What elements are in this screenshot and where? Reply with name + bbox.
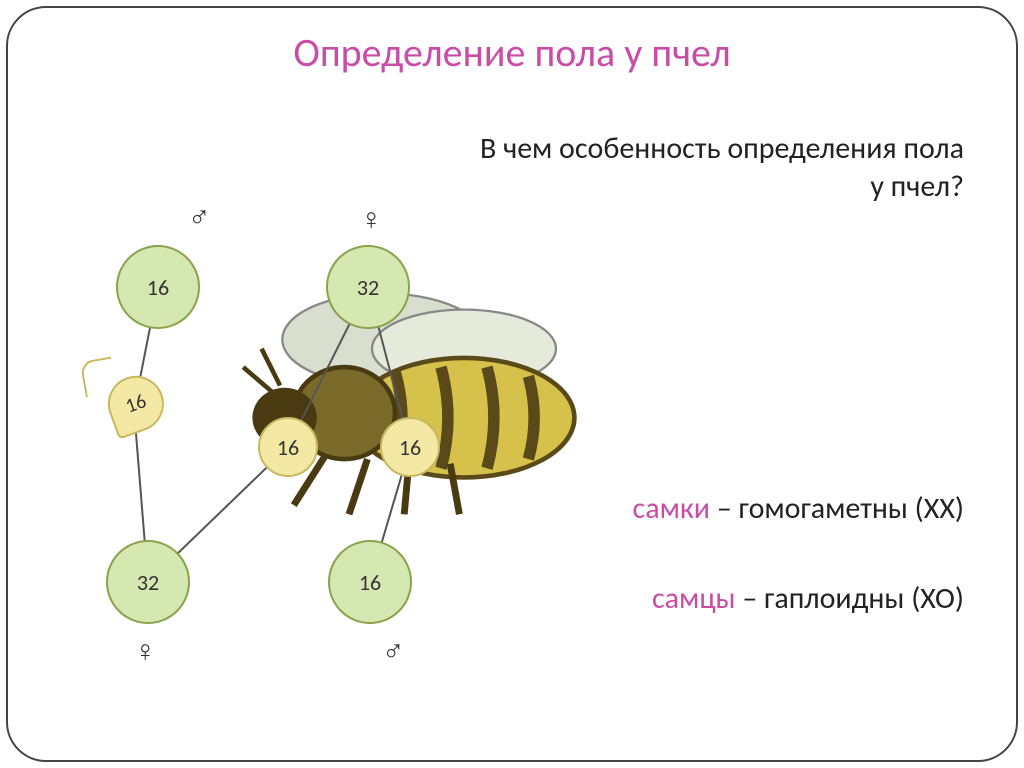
diagram-node: 16 [328, 540, 412, 624]
diagram: 16321616163216 ♂♀♀♂ [40, 95, 500, 715]
diagram-node: 16 [380, 417, 440, 477]
female-symbol-icon: ♀ [134, 633, 157, 670]
diagram-node: 32 [106, 540, 190, 624]
legend-male-prefix: самцы [652, 580, 736, 617]
male-symbol-icon: ♂ [188, 199, 211, 236]
diagram-node: 32 [326, 245, 410, 329]
diagram-node: 16 [258, 417, 318, 477]
legend-female: самки – гомогаметны (XX) [633, 490, 964, 527]
female-symbol-icon: ♀ [360, 201, 383, 238]
page-title: Определение пола у пчел [0, 28, 1024, 77]
legend-male: самцы – гаплоидны (XO) [652, 580, 964, 617]
diagram-node: 16 [116, 245, 200, 329]
legend-female-rest: – гомогаметны (XX) [710, 490, 964, 527]
male-symbol-icon: ♂ [382, 633, 405, 670]
legend-female-prefix: самки [633, 490, 710, 527]
legend-male-rest: – гаплоидны (XO) [736, 580, 964, 617]
